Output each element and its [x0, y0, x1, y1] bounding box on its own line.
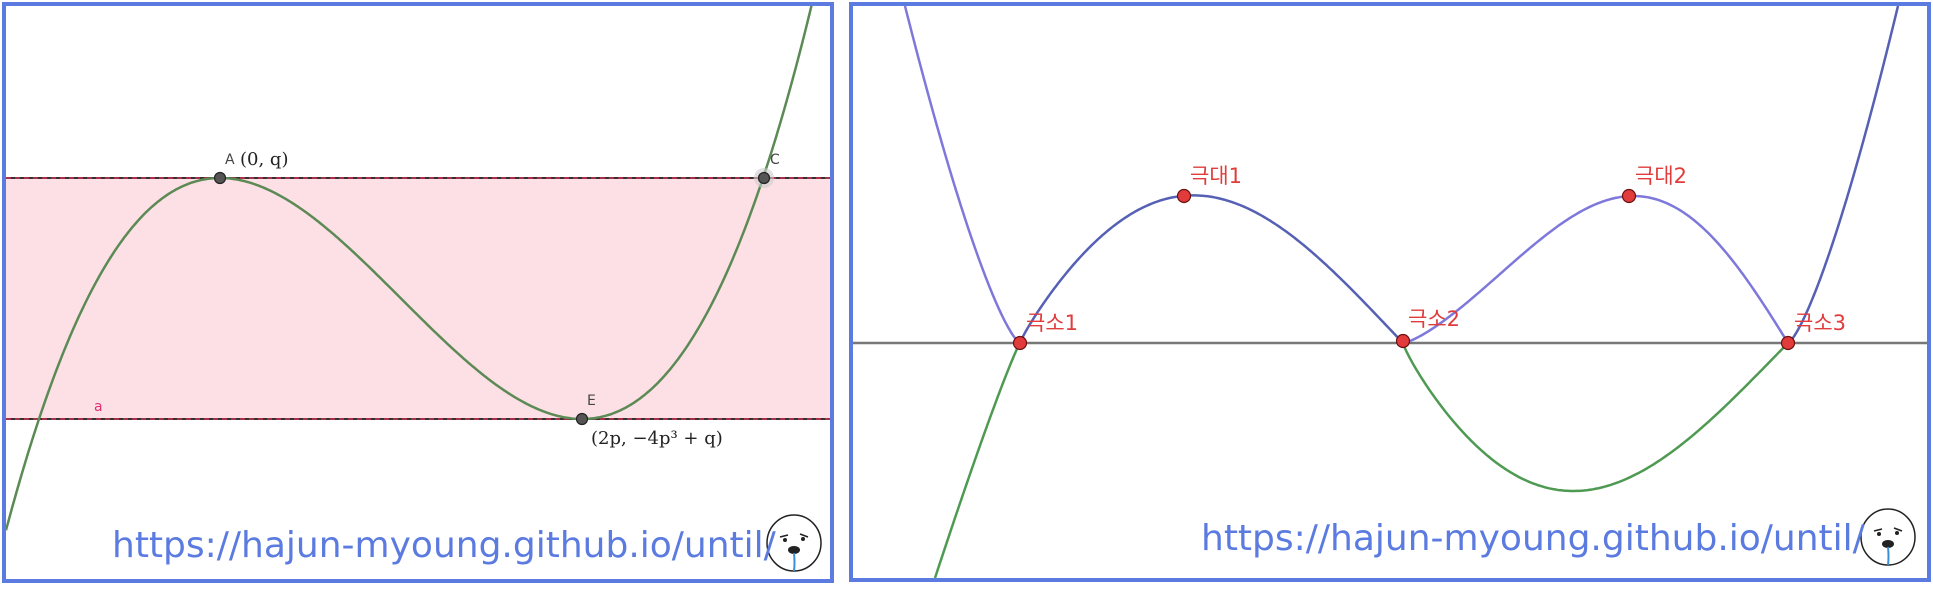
point-min2[interactable] [1395, 333, 1411, 349]
curve-left-lower-branch [933, 342, 1022, 578]
point-e[interactable] [575, 412, 589, 426]
face-doodle-icon [1860, 508, 1916, 566]
cubic-curve [6, 6, 813, 531]
source-url[interactable]: https://hajun-myoung.github.io/until/ [1201, 518, 1865, 559]
left-graph-canvas: a A (0, q) C E (2p, −4p³ + q) [6, 6, 830, 572]
point-a-label: A [225, 152, 235, 168]
point-min1[interactable] [1012, 335, 1028, 351]
left-graph-panel: a A (0, q) C E (2p, −4p³ + q) https://ha… [2, 2, 834, 583]
face-doodle-icon [766, 514, 822, 572]
label-min2: 극소2 [1408, 307, 1460, 331]
shaded-band [6, 178, 830, 419]
curve-valley [1401, 342, 1788, 493]
curve-second-hump [1402, 194, 1789, 345]
point-max1[interactable] [1176, 188, 1192, 204]
label-max2: 극대2 [1635, 164, 1687, 188]
point-max2[interactable] [1621, 188, 1637, 204]
label-min3: 극소3 [1794, 311, 1846, 335]
label-max1: 극대1 [1190, 164, 1242, 188]
point-a-coordinate: (0, q) [240, 149, 288, 170]
label-min1: 극소1 [1026, 311, 1078, 335]
right-graph-panel: 극소1 극대1 극소2 극대2 극소3 https://hajun-myoung… [849, 2, 1931, 582]
point-c[interactable] [757, 171, 771, 185]
point-e-coordinate: (2p, −4p³ + q) [591, 428, 723, 449]
point-c-label: C [770, 152, 780, 168]
curve-left-branch [903, 6, 1021, 345]
point-a[interactable] [213, 171, 227, 185]
source-url[interactable]: https://hajun-myoung.github.io/until/ [112, 525, 776, 566]
curve-right-branch [1787, 6, 1900, 345]
right-graph-canvas: 극소1 극대1 극소2 극대2 극소3 [853, 6, 1927, 578]
point-min3[interactable] [1780, 335, 1796, 351]
curve-first-hump [1018, 194, 1403, 344]
line-label-a: a [94, 399, 103, 415]
point-e-label: E [587, 393, 596, 409]
